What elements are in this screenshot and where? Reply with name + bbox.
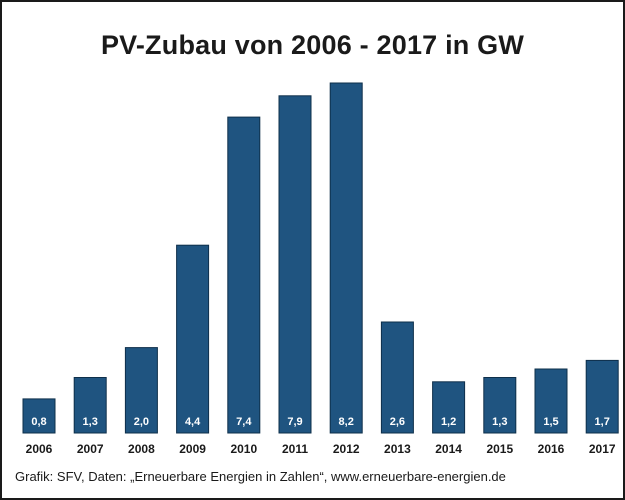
bar-value-label: 1,7: [595, 416, 610, 428]
x-tick-label: 2007: [77, 442, 104, 456]
bar-2017: [585, 359, 619, 434]
bar-2006: [22, 398, 56, 434]
x-tick-label: 2011: [282, 442, 308, 456]
x-tick-label: 2012: [333, 442, 360, 456]
bar-value-label: 8,2: [339, 416, 354, 428]
source-note: Grafik: SFV, Daten: „Erneuerbare Energie…: [15, 469, 506, 484]
x-tick-label: 2015: [486, 442, 513, 456]
x-tick-label: 2017: [589, 442, 616, 456]
x-tick-label: 2010: [230, 442, 257, 456]
bar-value-label: 2,0: [134, 416, 149, 428]
bar-value-label: 2,6: [390, 416, 405, 428]
bar-value-label: 1,3: [492, 416, 507, 428]
bar-value-label: 1,2: [441, 416, 456, 428]
x-tick-label-group: 2006 2007 2008 2009 2010 2011 2012 2013 2014 2015…: [26, 442, 616, 456]
x-tick-label: 2008: [128, 442, 155, 456]
bar-2011: [278, 95, 312, 434]
bar-2015: [483, 377, 517, 434]
bar-2014: [432, 381, 466, 434]
bar-value-label: 1,3: [83, 416, 98, 428]
bar-2010: [227, 116, 261, 434]
value-label-group: 0,8 1,3 2,0 4,4 7,4 7,9 8,2 2,6 1,2 1,3 1,5 1,7: [31, 416, 609, 428]
x-tick-label: 2016: [538, 442, 565, 456]
bar-value-label: 7,4: [236, 416, 252, 428]
bar-2012: [329, 82, 363, 434]
bar-2016: [534, 368, 568, 434]
bar-value-label: 4,4: [185, 416, 201, 428]
x-tick-label: 2014: [435, 442, 462, 456]
bar-value-label: 0,8: [31, 416, 46, 428]
x-tick-label: 2013: [384, 442, 411, 456]
x-tick-label: 2006: [26, 442, 53, 456]
bar-2013: [380, 321, 414, 434]
bar-value-label: 1,5: [543, 416, 558, 428]
bar-group: [22, 82, 619, 434]
chart-title: PV-Zubau von 2006 - 2017 in GW: [100, 30, 525, 60]
bar-2009: [176, 244, 210, 434]
x-tick-label: 2009: [179, 442, 206, 456]
bar-value-label: 7,9: [287, 416, 302, 428]
bar-2007: [73, 377, 107, 434]
bar-2008: [124, 347, 158, 434]
